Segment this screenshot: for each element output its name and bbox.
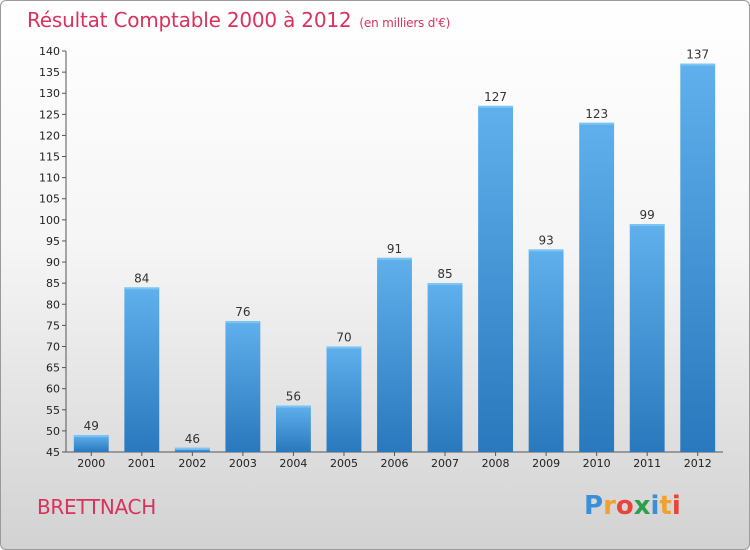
data-label: 123	[585, 107, 608, 121]
bar-top-highlight	[73, 435, 109, 438]
logo-letter: x	[633, 491, 651, 521]
bar	[528, 249, 564, 452]
bar	[174, 447, 210, 452]
bar-top-highlight	[579, 122, 615, 125]
y-tick-label: 60	[46, 383, 60, 396]
y-tick-label: 45	[46, 446, 60, 459]
bar	[478, 105, 514, 452]
y-tick-label: 115	[39, 151, 60, 164]
proxiti-logo: Proxiti	[584, 491, 681, 521]
y-tick-label: 80	[46, 298, 60, 311]
bar-top-highlight	[427, 283, 463, 286]
bar-top-highlight	[680, 63, 716, 66]
bar	[579, 122, 615, 452]
chart-title-text: Résultat Comptable 2000 à 2012	[27, 8, 352, 32]
bar-top-highlight	[174, 447, 210, 450]
bar-top-highlight	[124, 287, 160, 290]
bar	[225, 321, 261, 452]
y-tick-label: 95	[46, 235, 60, 248]
y-tick-label: 75	[46, 319, 60, 332]
bar	[427, 283, 463, 452]
bar	[377, 257, 412, 452]
y-tick-label: 90	[46, 256, 60, 269]
data-label: 137	[686, 48, 709, 62]
bar	[629, 224, 665, 452]
bar-top-highlight	[275, 405, 311, 408]
x-tick-label: 2003	[229, 457, 257, 470]
data-label: 127	[484, 90, 507, 104]
y-tick-label: 110	[39, 172, 60, 185]
x-tick-label: 2008	[482, 457, 510, 470]
bar	[124, 287, 160, 452]
x-tick-label: 2005	[330, 457, 358, 470]
y-tick-label: 105	[39, 193, 60, 206]
logo-letter: r	[603, 491, 616, 521]
y-tick-label: 85	[46, 277, 60, 290]
x-tick-label: 2011	[633, 457, 661, 470]
y-tick-label: 65	[46, 362, 60, 375]
bar-top-highlight	[478, 105, 514, 108]
data-label: 85	[437, 267, 452, 281]
data-label: 46	[185, 432, 200, 446]
logo-letter: i	[671, 491, 681, 521]
y-tick-label: 55	[46, 404, 60, 417]
bar	[326, 346, 362, 452]
x-tick-label: 2002	[178, 457, 206, 470]
x-tick-label: 2001	[128, 457, 156, 470]
x-tick-label: 2007	[431, 457, 459, 470]
data-label: 70	[336, 330, 351, 344]
data-label: 93	[538, 233, 553, 247]
chart-title: Résultat Comptable 2000 à 2012 (en millie…	[27, 8, 450, 32]
y-tick-label: 50	[46, 425, 60, 438]
y-tick-label: 120	[39, 129, 60, 142]
bar	[680, 63, 716, 453]
x-tick-label: 2006	[381, 457, 409, 470]
data-label: 99	[640, 208, 655, 222]
bar-top-highlight	[225, 321, 261, 324]
logo-letter: i	[650, 491, 660, 521]
y-tick-label: 140	[39, 45, 60, 58]
data-label: 84	[134, 271, 149, 285]
y-tick-label: 100	[39, 214, 60, 227]
x-tick-label: 2000	[77, 457, 105, 470]
y-tick-label: 70	[46, 340, 60, 353]
y-tick-label: 135	[39, 66, 60, 79]
bar	[73, 435, 109, 452]
data-label: 49	[84, 419, 99, 433]
logo-letter: o	[615, 491, 634, 521]
bar-top-highlight	[528, 249, 564, 252]
y-tick-label: 125	[39, 108, 60, 121]
bar-top-highlight	[377, 257, 412, 260]
y-tick-label: 130	[39, 87, 60, 100]
logo-letter: t	[659, 491, 672, 521]
place-name: BRETTNACH	[37, 495, 156, 519]
bar-top-highlight	[629, 224, 665, 227]
logo-letter: P	[584, 491, 604, 521]
x-tick-label: 2010	[583, 457, 611, 470]
data-label: 91	[387, 242, 402, 256]
x-tick-label: 2012	[684, 457, 712, 470]
x-tick-label: 2009	[532, 457, 560, 470]
chart-subtitle: (en milliers d'€)	[359, 16, 451, 30]
data-label: 76	[235, 305, 250, 319]
x-tick-label: 2004	[279, 457, 307, 470]
bar-top-highlight	[326, 346, 362, 349]
data-label: 56	[286, 390, 301, 404]
bar	[275, 405, 311, 452]
